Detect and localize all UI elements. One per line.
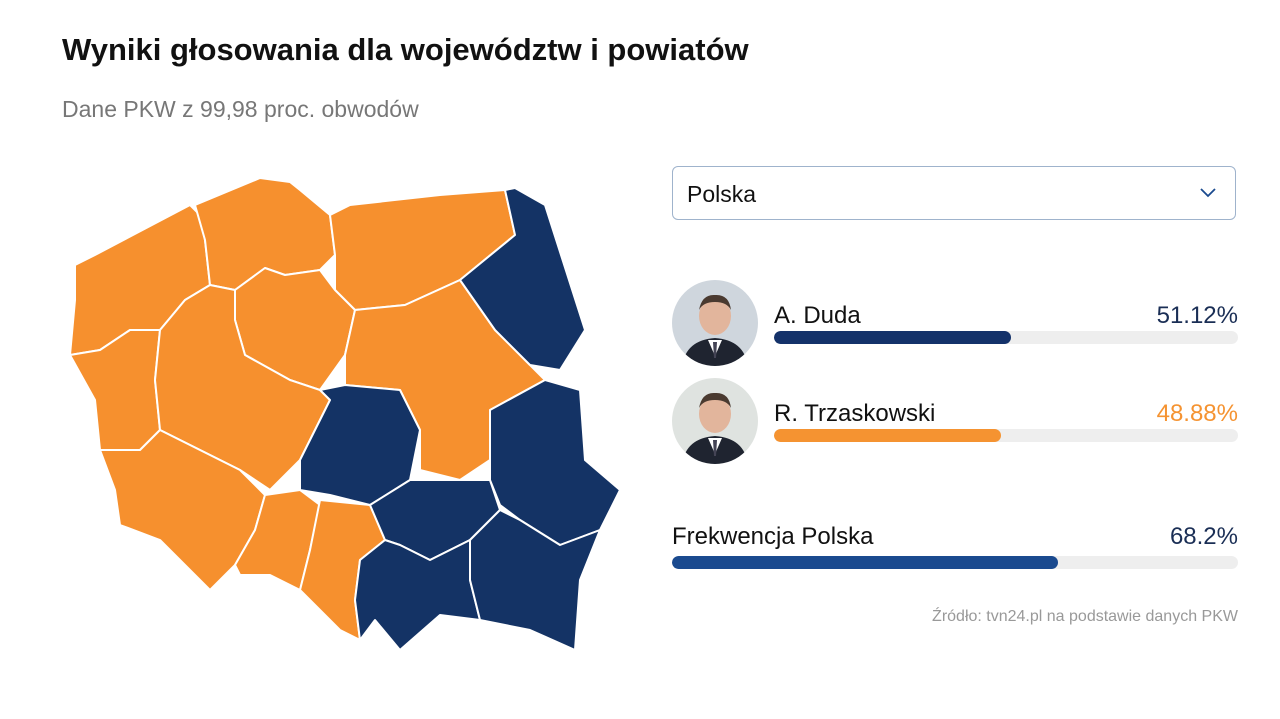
candidate-value: 48.88% (1156, 400, 1238, 427)
turnout-value: 68.2% (1169, 523, 1238, 550)
region-select[interactable]: Polska (672, 166, 1236, 220)
candidate-bar (774, 429, 1001, 442)
source: Źródło: tvn24.pl na podstawie danych PKW (932, 608, 1238, 625)
portrait (682, 294, 748, 366)
chevron (1200, 188, 1216, 198)
select-label: Polska (687, 181, 757, 207)
avatar (672, 378, 758, 464)
candidate-bar (774, 331, 1012, 344)
candidate-name: A. Duda (774, 302, 861, 329)
avatar (672, 280, 758, 366)
turnout-label: Frekwencja Polska (672, 523, 874, 550)
bar-track (774, 429, 1238, 442)
subtitle: Dane PKW z 99,98 proc. obwodów (62, 96, 419, 122)
candidate-value: 51.12% (1156, 302, 1238, 329)
title: Wyniki głosowania dla województw i powia… (62, 32, 749, 67)
turnout-track (672, 556, 1238, 569)
bar-track (774, 331, 1238, 344)
portrait (682, 392, 748, 464)
candidate-name: R. Trzaskowski (774, 400, 936, 427)
turnout-bar (672, 556, 1058, 569)
map (69, 177, 621, 651)
